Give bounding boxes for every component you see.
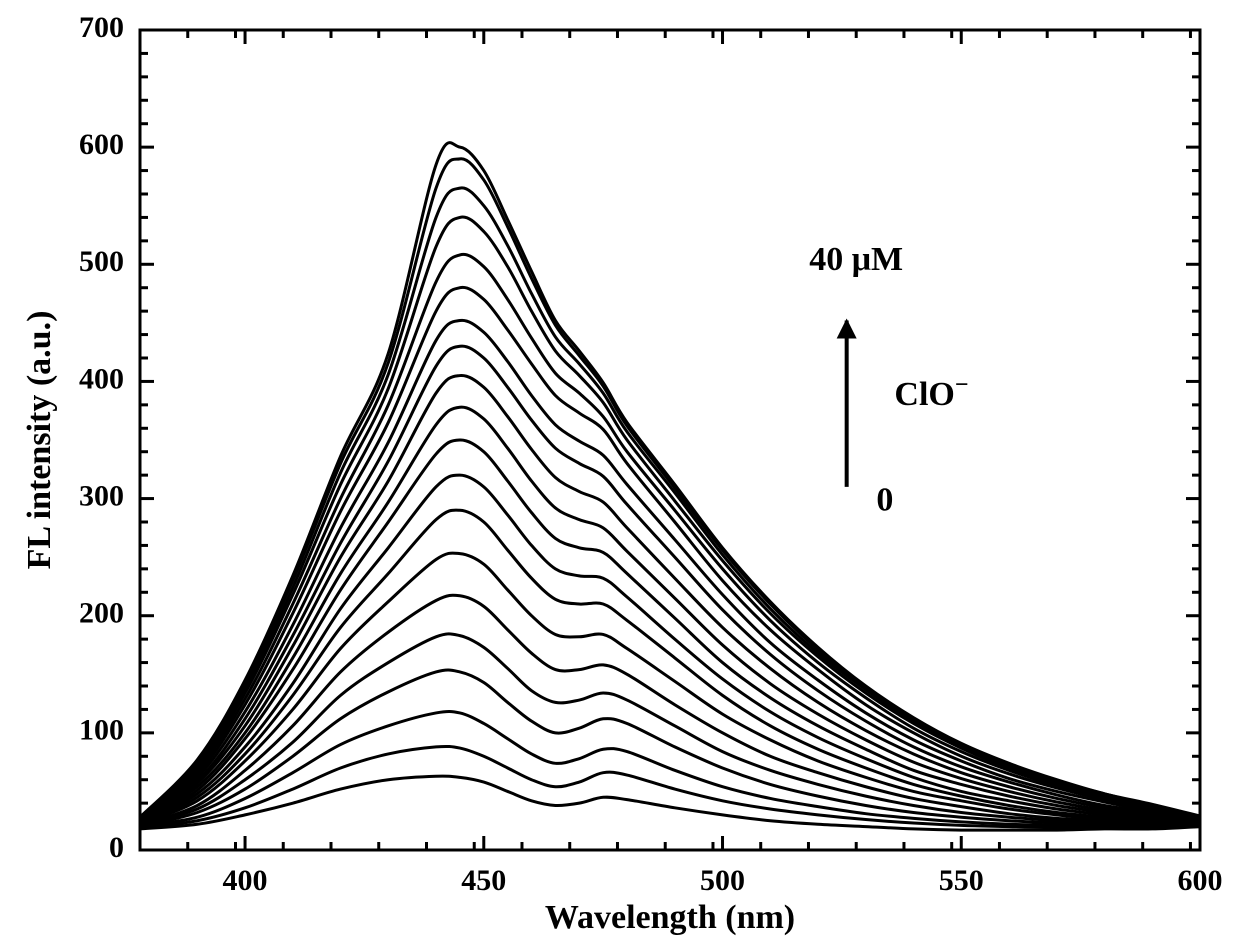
x-tick-label: 500 [700,864,745,897]
y-tick-label: 300 [79,479,124,512]
chart-container: 400 450 500 550 600 0 100 200 300 400 500 600 700 Wav… [0,0,1240,942]
spectrum-chart: 400 450 500 550 600 0 100 200 300 400 500 600 700 Wav… [0,0,1240,942]
y-tick-label: 100 [79,714,124,747]
y-tick-label: 600 [79,128,124,161]
annotation-bottom-label: 0 [876,481,893,518]
x-tick-label: 450 [461,864,506,897]
y-axis-label: FL intensity (a.u.) [21,311,58,570]
x-tick-label: 550 [939,864,984,897]
y-tick-label: 200 [79,597,124,630]
y-tick-label: 700 [79,11,124,44]
x-tick-label: 400 [223,864,268,897]
x-tick-label: 600 [1178,864,1223,897]
y-tick-label: 0 [109,831,124,864]
y-tick-label: 500 [79,245,124,278]
annotation-top-label: 40 μM [809,241,903,278]
x-axis-label: Wavelength (nm) [545,899,795,936]
y-tick-label: 400 [79,362,124,395]
